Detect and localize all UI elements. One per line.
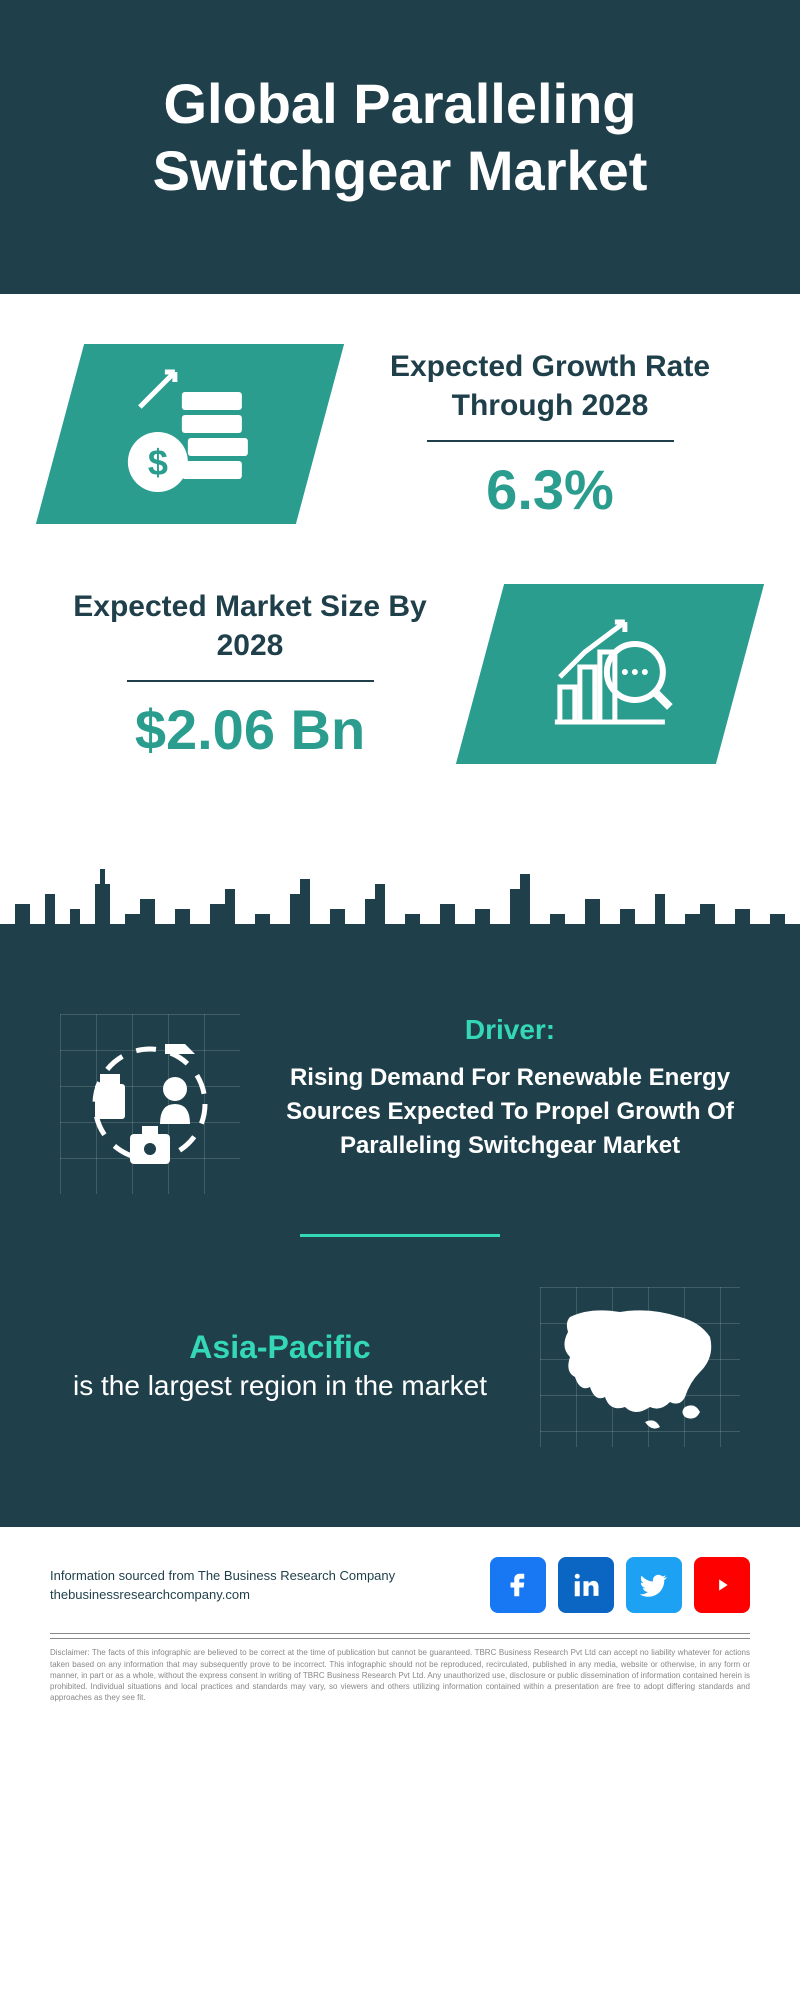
stat-value: $2.06 Bn (60, 697, 440, 762)
stat-icon-box (456, 584, 764, 764)
stat-value: 6.3% (360, 457, 740, 522)
stat-market-size: Expected Market Size By 2028 $2.06 Bn (60, 584, 740, 764)
source-line: Information sourced from The Business Re… (50, 1566, 395, 1586)
stat-growth-rate: $ Expected Growth Rate Through 2028 6.3% (60, 344, 740, 524)
divider (427, 440, 674, 442)
header-banner: Global Paralleling Switchgear Market (0, 0, 800, 294)
footer: Information sourced from The Business Re… (0, 1527, 800, 1723)
money-growth-icon: $ (120, 367, 260, 502)
skyline-silhouette (0, 854, 800, 974)
stats-section: $ Expected Growth Rate Through 2028 6.3% (0, 294, 800, 854)
stat-text-block: Expected Market Size By 2028 $2.06 Bn (60, 587, 440, 762)
twitter-icon[interactable] (626, 1557, 682, 1613)
driver-body: Rising Demand For Renewable Energy Sourc… (280, 1061, 740, 1162)
social-icons-row (490, 1557, 750, 1613)
region-block: Asia-Pacific is the largest region in th… (60, 1287, 740, 1447)
source-url: thebusinessresearchcompany.com (50, 1585, 395, 1605)
disclaimer-text: Disclaimer: The facts of this infographi… (50, 1647, 750, 1703)
driver-block: Driver: Rising Demand For Renewable Ener… (60, 1014, 740, 1194)
footer-divider (50, 1633, 750, 1634)
footer-top-row: Information sourced from The Business Re… (50, 1557, 750, 1613)
map-box (540, 1287, 740, 1447)
chart-magnify-icon (540, 607, 680, 742)
footer-divider (50, 1638, 750, 1639)
divider (127, 680, 374, 682)
stat-label: Expected Market Size By 2028 (60, 587, 440, 665)
stat-label: Expected Growth Rate Through 2028 (360, 347, 740, 425)
linkedin-icon[interactable] (558, 1557, 614, 1613)
page-title: Global Paralleling Switchgear Market (60, 70, 740, 204)
stat-text-block: Expected Growth Rate Through 2028 6.3% (360, 347, 740, 522)
region-text: Asia-Pacific is the largest region in th… (60, 1329, 500, 1405)
youtube-icon[interactable] (694, 1557, 750, 1613)
stat-icon-box: $ (36, 344, 344, 524)
source-attribution: Information sourced from The Business Re… (50, 1566, 395, 1605)
region-name: Asia-Pacific (60, 1329, 500, 1366)
driver-title: Driver: (280, 1014, 740, 1046)
driver-text: Driver: Rising Demand For Renewable Ener… (280, 1014, 740, 1162)
teal-divider (300, 1234, 500, 1237)
svg-text:$: $ (148, 442, 168, 483)
driver-icon-box (60, 1014, 240, 1194)
region-sub: is the largest region in the market (60, 1366, 500, 1405)
dark-info-section: Driver: Rising Demand For Renewable Ener… (0, 974, 800, 1527)
facebook-icon[interactable] (490, 1557, 546, 1613)
